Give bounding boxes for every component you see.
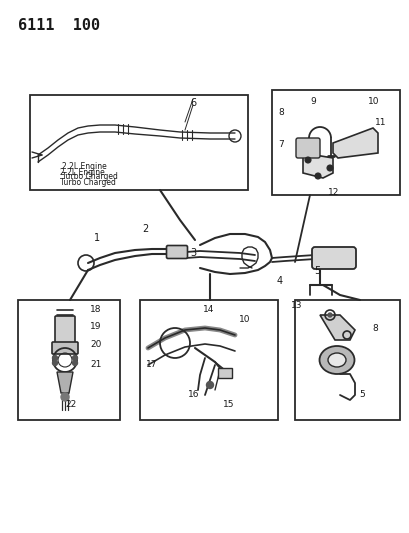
Text: 19: 19: [90, 322, 101, 332]
Text: 1: 1: [94, 233, 100, 243]
Text: 5: 5: [313, 266, 319, 276]
Text: 11: 11: [374, 118, 386, 127]
Circle shape: [72, 356, 77, 360]
Text: 4: 4: [276, 276, 282, 286]
Circle shape: [327, 313, 331, 317]
Polygon shape: [332, 128, 377, 158]
Polygon shape: [319, 315, 354, 340]
Text: 7: 7: [277, 140, 283, 149]
Text: 9: 9: [309, 97, 315, 106]
Text: 13: 13: [290, 301, 302, 310]
Bar: [139, 300, 277, 420]
Polygon shape: [57, 372, 73, 393]
Circle shape: [52, 360, 57, 366]
Bar: [294, 300, 399, 420]
Bar: [271, 90, 399, 195]
Circle shape: [72, 360, 77, 366]
Text: 14: 14: [203, 304, 214, 313]
Text: 18: 18: [90, 304, 101, 313]
Circle shape: [61, 393, 69, 401]
Text: 2: 2: [142, 224, 148, 234]
Text: 21: 21: [90, 360, 101, 369]
Text: 10: 10: [239, 314, 250, 324]
Circle shape: [206, 382, 213, 389]
FancyBboxPatch shape: [311, 247, 355, 269]
Circle shape: [304, 157, 310, 163]
Polygon shape: [302, 153, 332, 178]
Ellipse shape: [327, 353, 345, 367]
FancyBboxPatch shape: [166, 246, 187, 259]
Text: 6111  100: 6111 100: [18, 18, 100, 33]
Circle shape: [52, 356, 57, 360]
FancyBboxPatch shape: [295, 138, 319, 158]
Text: 22: 22: [65, 400, 76, 409]
Circle shape: [326, 165, 332, 171]
Bar: [30, 95, 247, 190]
Ellipse shape: [319, 346, 354, 374]
Bar: [218, 368, 231, 378]
Circle shape: [314, 173, 320, 179]
Text: 15: 15: [223, 400, 234, 409]
Text: 2.2L Engine
Turbo Charged: 2.2L Engine Turbo Charged: [62, 162, 118, 181]
FancyBboxPatch shape: [55, 316, 75, 346]
Text: 3: 3: [189, 248, 196, 258]
FancyBboxPatch shape: [52, 342, 78, 354]
Text: 10: 10: [367, 97, 379, 106]
Text: 5: 5: [358, 391, 364, 400]
Text: 16: 16: [188, 391, 199, 400]
Text: 2.2L Engine
Turbo Charged: 2.2L Engine Turbo Charged: [60, 168, 116, 188]
Bar: [18, 300, 120, 420]
Text: 8: 8: [277, 108, 283, 117]
Text: 6: 6: [189, 98, 196, 108]
Text: 20: 20: [90, 341, 101, 350]
Text: 8: 8: [371, 325, 377, 334]
Text: 12: 12: [327, 188, 339, 197]
Text: 17: 17: [146, 360, 157, 369]
